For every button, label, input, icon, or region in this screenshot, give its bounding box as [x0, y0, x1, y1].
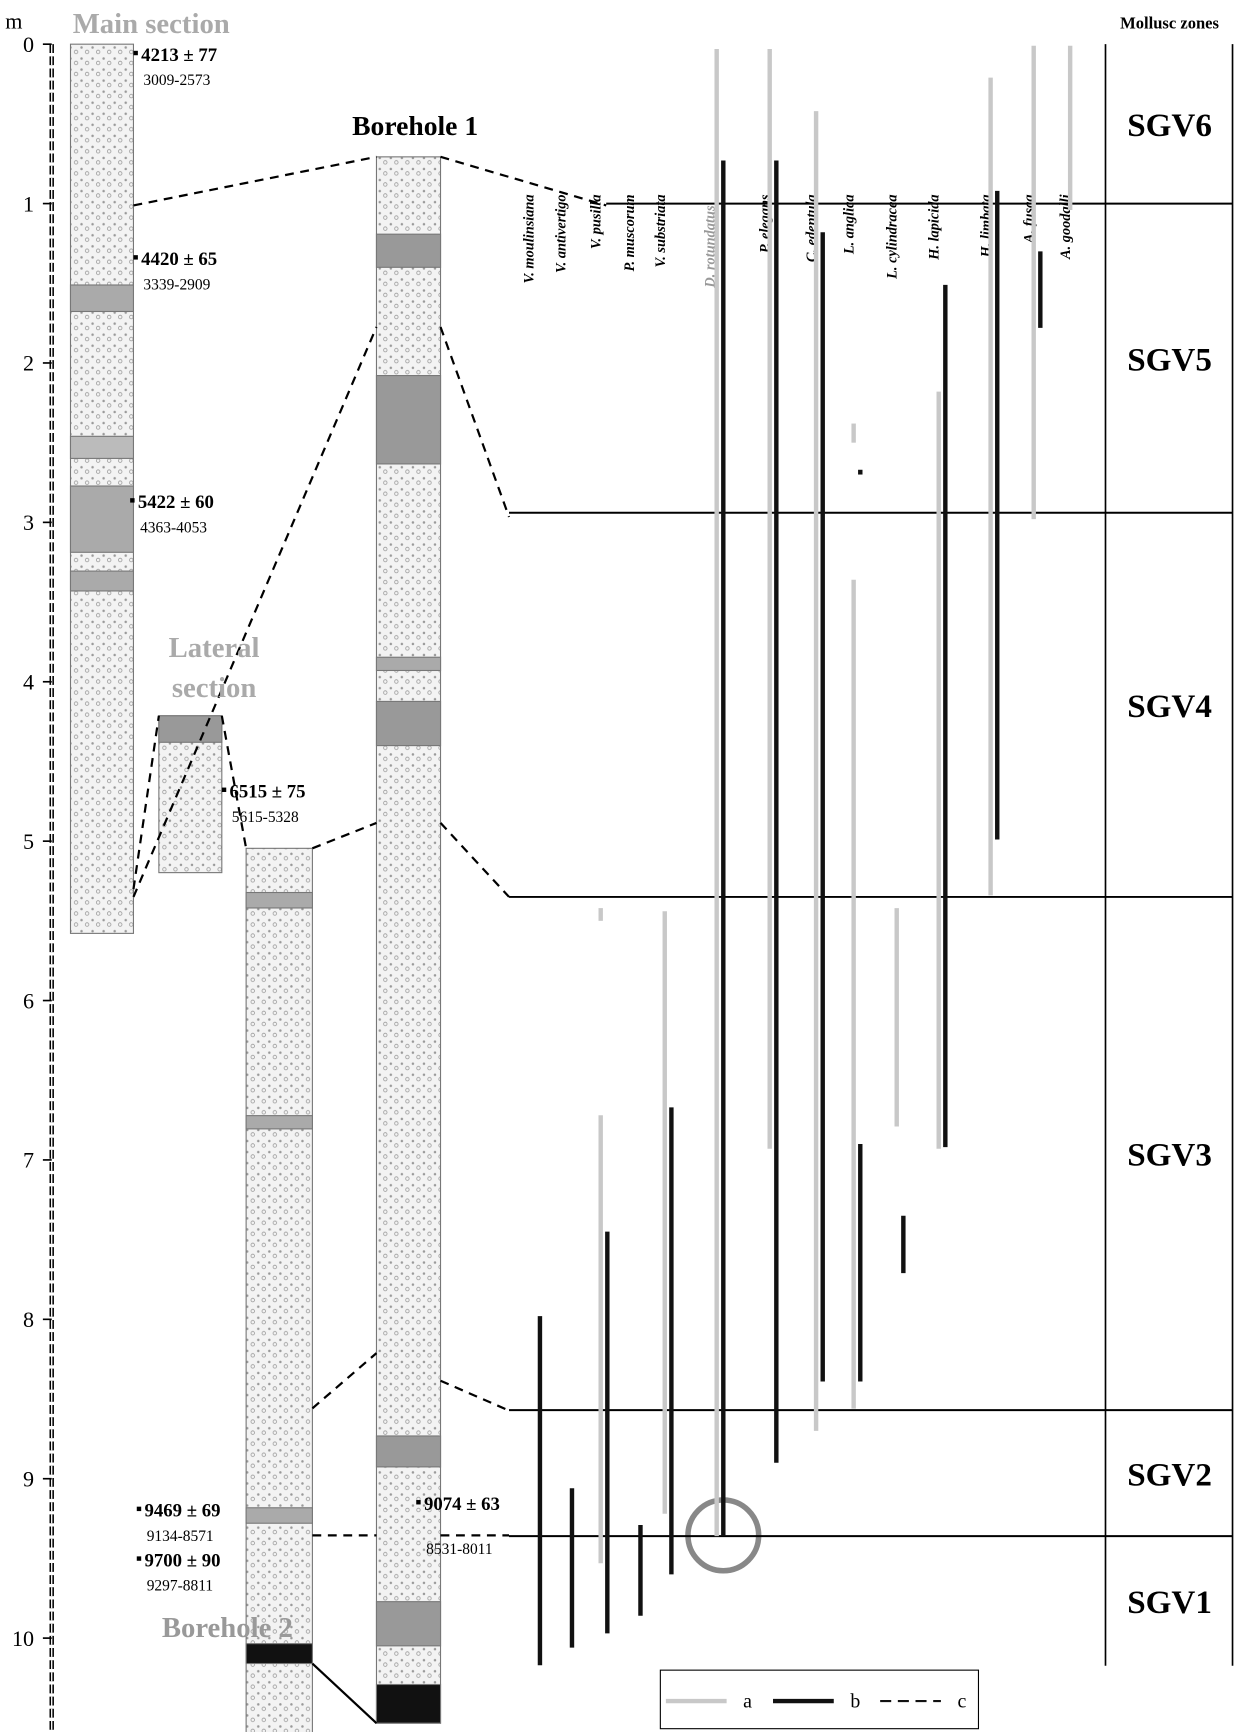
date-range: 4363-4053: [140, 519, 207, 536]
layer: [69, 485, 135, 553]
zone-label: SGV1: [1127, 1584, 1212, 1621]
correlation-line: [132, 715, 160, 890]
date-range: 3339-2909: [143, 276, 210, 293]
section-label: Borehole 1: [352, 110, 478, 141]
section-label: Borehole 2: [162, 1612, 293, 1644]
correlation-line: [439, 822, 510, 898]
date-age: 5422 ± 60: [138, 492, 214, 513]
layer: [375, 656, 442, 672]
columns: [69, 43, 442, 1732]
layer: [375, 233, 442, 268]
zone-label: SGV2: [1127, 1456, 1212, 1493]
date-range: 9134-8571: [147, 1528, 214, 1545]
correlations: [132, 155, 607, 1537]
sample-marker: [133, 50, 138, 56]
sample-marker: [133, 255, 138, 260]
layer: [245, 1507, 313, 1524]
taxon-label: L. cylindracea: [885, 194, 901, 279]
taxon-label: V. pusilla: [589, 194, 605, 249]
zones-header: Mollusc zones: [1120, 14, 1219, 33]
section-label-line: Lateral: [169, 632, 260, 664]
date-range: 5615-5328: [232, 809, 299, 826]
date-range: 3009-2573: [143, 72, 210, 89]
taxon-label: A. goodalli: [1058, 194, 1074, 260]
sample-marker: [130, 498, 135, 503]
tick-label: 6: [23, 988, 34, 1013]
correlation-line: [311, 1662, 378, 1724]
layer: [375, 1683, 442, 1724]
tick-label: 5: [23, 829, 34, 854]
date-age: 4213 ± 77: [141, 45, 217, 66]
tick-label: 4: [23, 669, 34, 694]
tick-label: 8: [23, 1307, 34, 1332]
sample-marker: [136, 1556, 142, 1561]
tick-label: 2: [23, 351, 34, 376]
tick-label: 0: [23, 32, 34, 57]
layer: [69, 284, 135, 313]
zone-label: SGV4: [1127, 688, 1212, 725]
taxon-label: V. moulinsiana: [521, 194, 537, 283]
sample-marker: [416, 1500, 421, 1505]
correlation-line: [132, 326, 378, 898]
section-label-line: section: [172, 672, 257, 704]
correlation-line: [220, 715, 248, 849]
sample-marker: [221, 787, 227, 792]
tick-label: 10: [12, 1626, 34, 1651]
date-age: 9469 ± 69: [145, 1501, 221, 1522]
tick-label: 1: [23, 191, 34, 216]
sample-marker: [136, 1506, 142, 1512]
correlation-line: [311, 1352, 378, 1410]
date-age: 6515 ± 75: [230, 782, 306, 803]
tick-label: 7: [23, 1148, 34, 1173]
tick-label: 9: [23, 1466, 34, 1491]
layer: [158, 715, 223, 743]
legend: a b c: [659, 1669, 980, 1730]
date-range: 8531-8011: [426, 1541, 492, 1558]
axis-unit: m: [5, 9, 22, 34]
layer: [245, 1643, 313, 1665]
date-age: 4420 ± 65: [141, 249, 217, 270]
correlation-line: [440, 1379, 510, 1412]
legend-label: c: [957, 1691, 966, 1713]
layer: [375, 1435, 442, 1468]
date-age: 9700 ± 90: [145, 1550, 221, 1571]
taxon-label: H. lapicida: [927, 194, 943, 260]
section-label: Lateral section: [169, 632, 260, 704]
taxon-label: V. substriata: [653, 194, 669, 267]
layer: [69, 570, 135, 592]
zone-label: SGV6: [1127, 107, 1212, 144]
layer: [69, 435, 135, 459]
taxon-label: P. muscorum: [622, 194, 638, 271]
taxon-label: V. antivertigo: [553, 194, 569, 273]
correlation-line: [311, 821, 377, 850]
date-range: 9297-8811: [147, 1578, 213, 1595]
layer: [375, 375, 442, 465]
zone-label: SGV5: [1127, 341, 1212, 378]
section-label: Main section: [73, 8, 230, 40]
legend-label: b: [850, 1691, 860, 1713]
layer: [375, 700, 442, 747]
layer: [245, 1115, 313, 1130]
correlation-line: [133, 155, 377, 207]
taxon-label: L. anglica: [842, 194, 858, 255]
correlation-line: [439, 326, 511, 518]
zone-label: SGV3: [1127, 1137, 1212, 1174]
date-age: 9074 ± 63: [424, 1494, 500, 1515]
layer: [245, 891, 313, 909]
correlation-line: [440, 155, 607, 207]
borehole2-column: [245, 847, 313, 1732]
tick-label: 3: [23, 510, 34, 535]
legend-label: a: [743, 1691, 752, 1713]
layer: [375, 1601, 442, 1647]
